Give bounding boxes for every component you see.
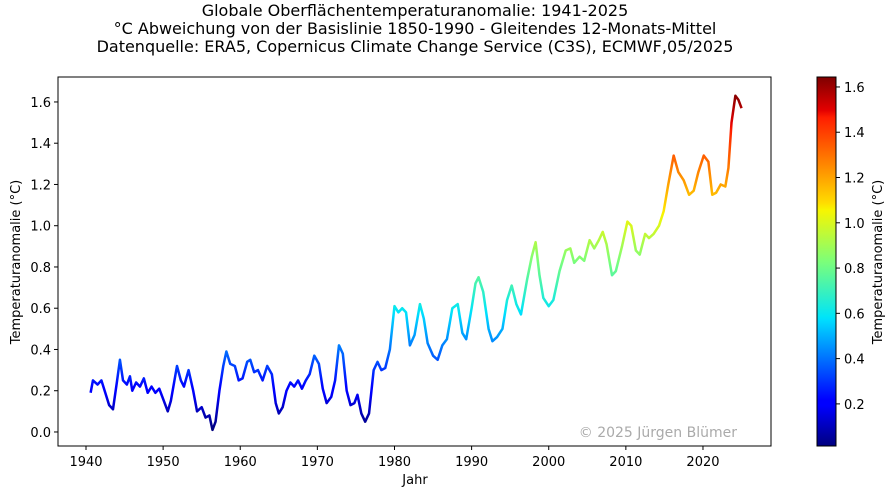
colorbar-tick-label: 0.2: [844, 398, 865, 413]
x-tick-label: 1980: [378, 455, 411, 470]
x-tick-label: 2010: [609, 455, 642, 470]
y-tick-label: 0.6: [30, 302, 51, 317]
colorbar-tick-label: 1.2: [844, 172, 865, 187]
y-tick-label: 1.2: [30, 178, 51, 193]
colorbar: [816, 76, 837, 447]
x-tick-label: 2000: [532, 455, 565, 470]
y-tick-label: 1.4: [30, 137, 51, 152]
y-tick-label: 0.2: [30, 385, 51, 400]
colorbar-tick-label: 0.6: [844, 307, 865, 322]
y-tick-label: 0.8: [30, 261, 51, 276]
colorbar-tick-label: 1.0: [844, 217, 865, 232]
colorbar-label: Temperaturanomalie (°C): [871, 180, 886, 346]
x-tick-label: 1940: [69, 455, 102, 470]
y-tick-label: 0.4: [30, 343, 51, 358]
x-tick-label: 1950: [147, 455, 180, 470]
colorbar-tick-label: 0.8: [844, 262, 865, 277]
x-tick-label: 1990: [455, 455, 488, 470]
colorbar-tick-label: 1.4: [844, 126, 865, 141]
temperature-line: [89, 94, 743, 432]
x-tick-label: 1970: [301, 455, 334, 470]
chart-title: Globale Oberflächentemperaturanomalie: 1…: [202, 1, 629, 20]
colorbar-tick-label: 0.4: [844, 353, 865, 368]
y-tick-label: 1.6: [30, 96, 51, 111]
y-tick-label: 1.0: [30, 220, 51, 235]
watermark: © 2025 Jürgen Blümer: [579, 425, 737, 441]
plot-frame: [57, 76, 772, 447]
x-tick-label: 1960: [224, 455, 257, 470]
y-axis-label: Temperaturanomalie (°C): [9, 180, 24, 346]
x-tick-label: 2020: [686, 455, 719, 470]
x-axis-label: Jahr: [401, 473, 428, 488]
chart-subtitle: Datenquelle: ERA5, Copernicus Climate Ch…: [97, 37, 734, 56]
colorbar-tick-label: 1.6: [844, 81, 865, 96]
chart-subtitle: °C Abweichung von der Basislinie 1850-19…: [114, 19, 717, 38]
y-tick-label: 0.0: [30, 426, 51, 441]
